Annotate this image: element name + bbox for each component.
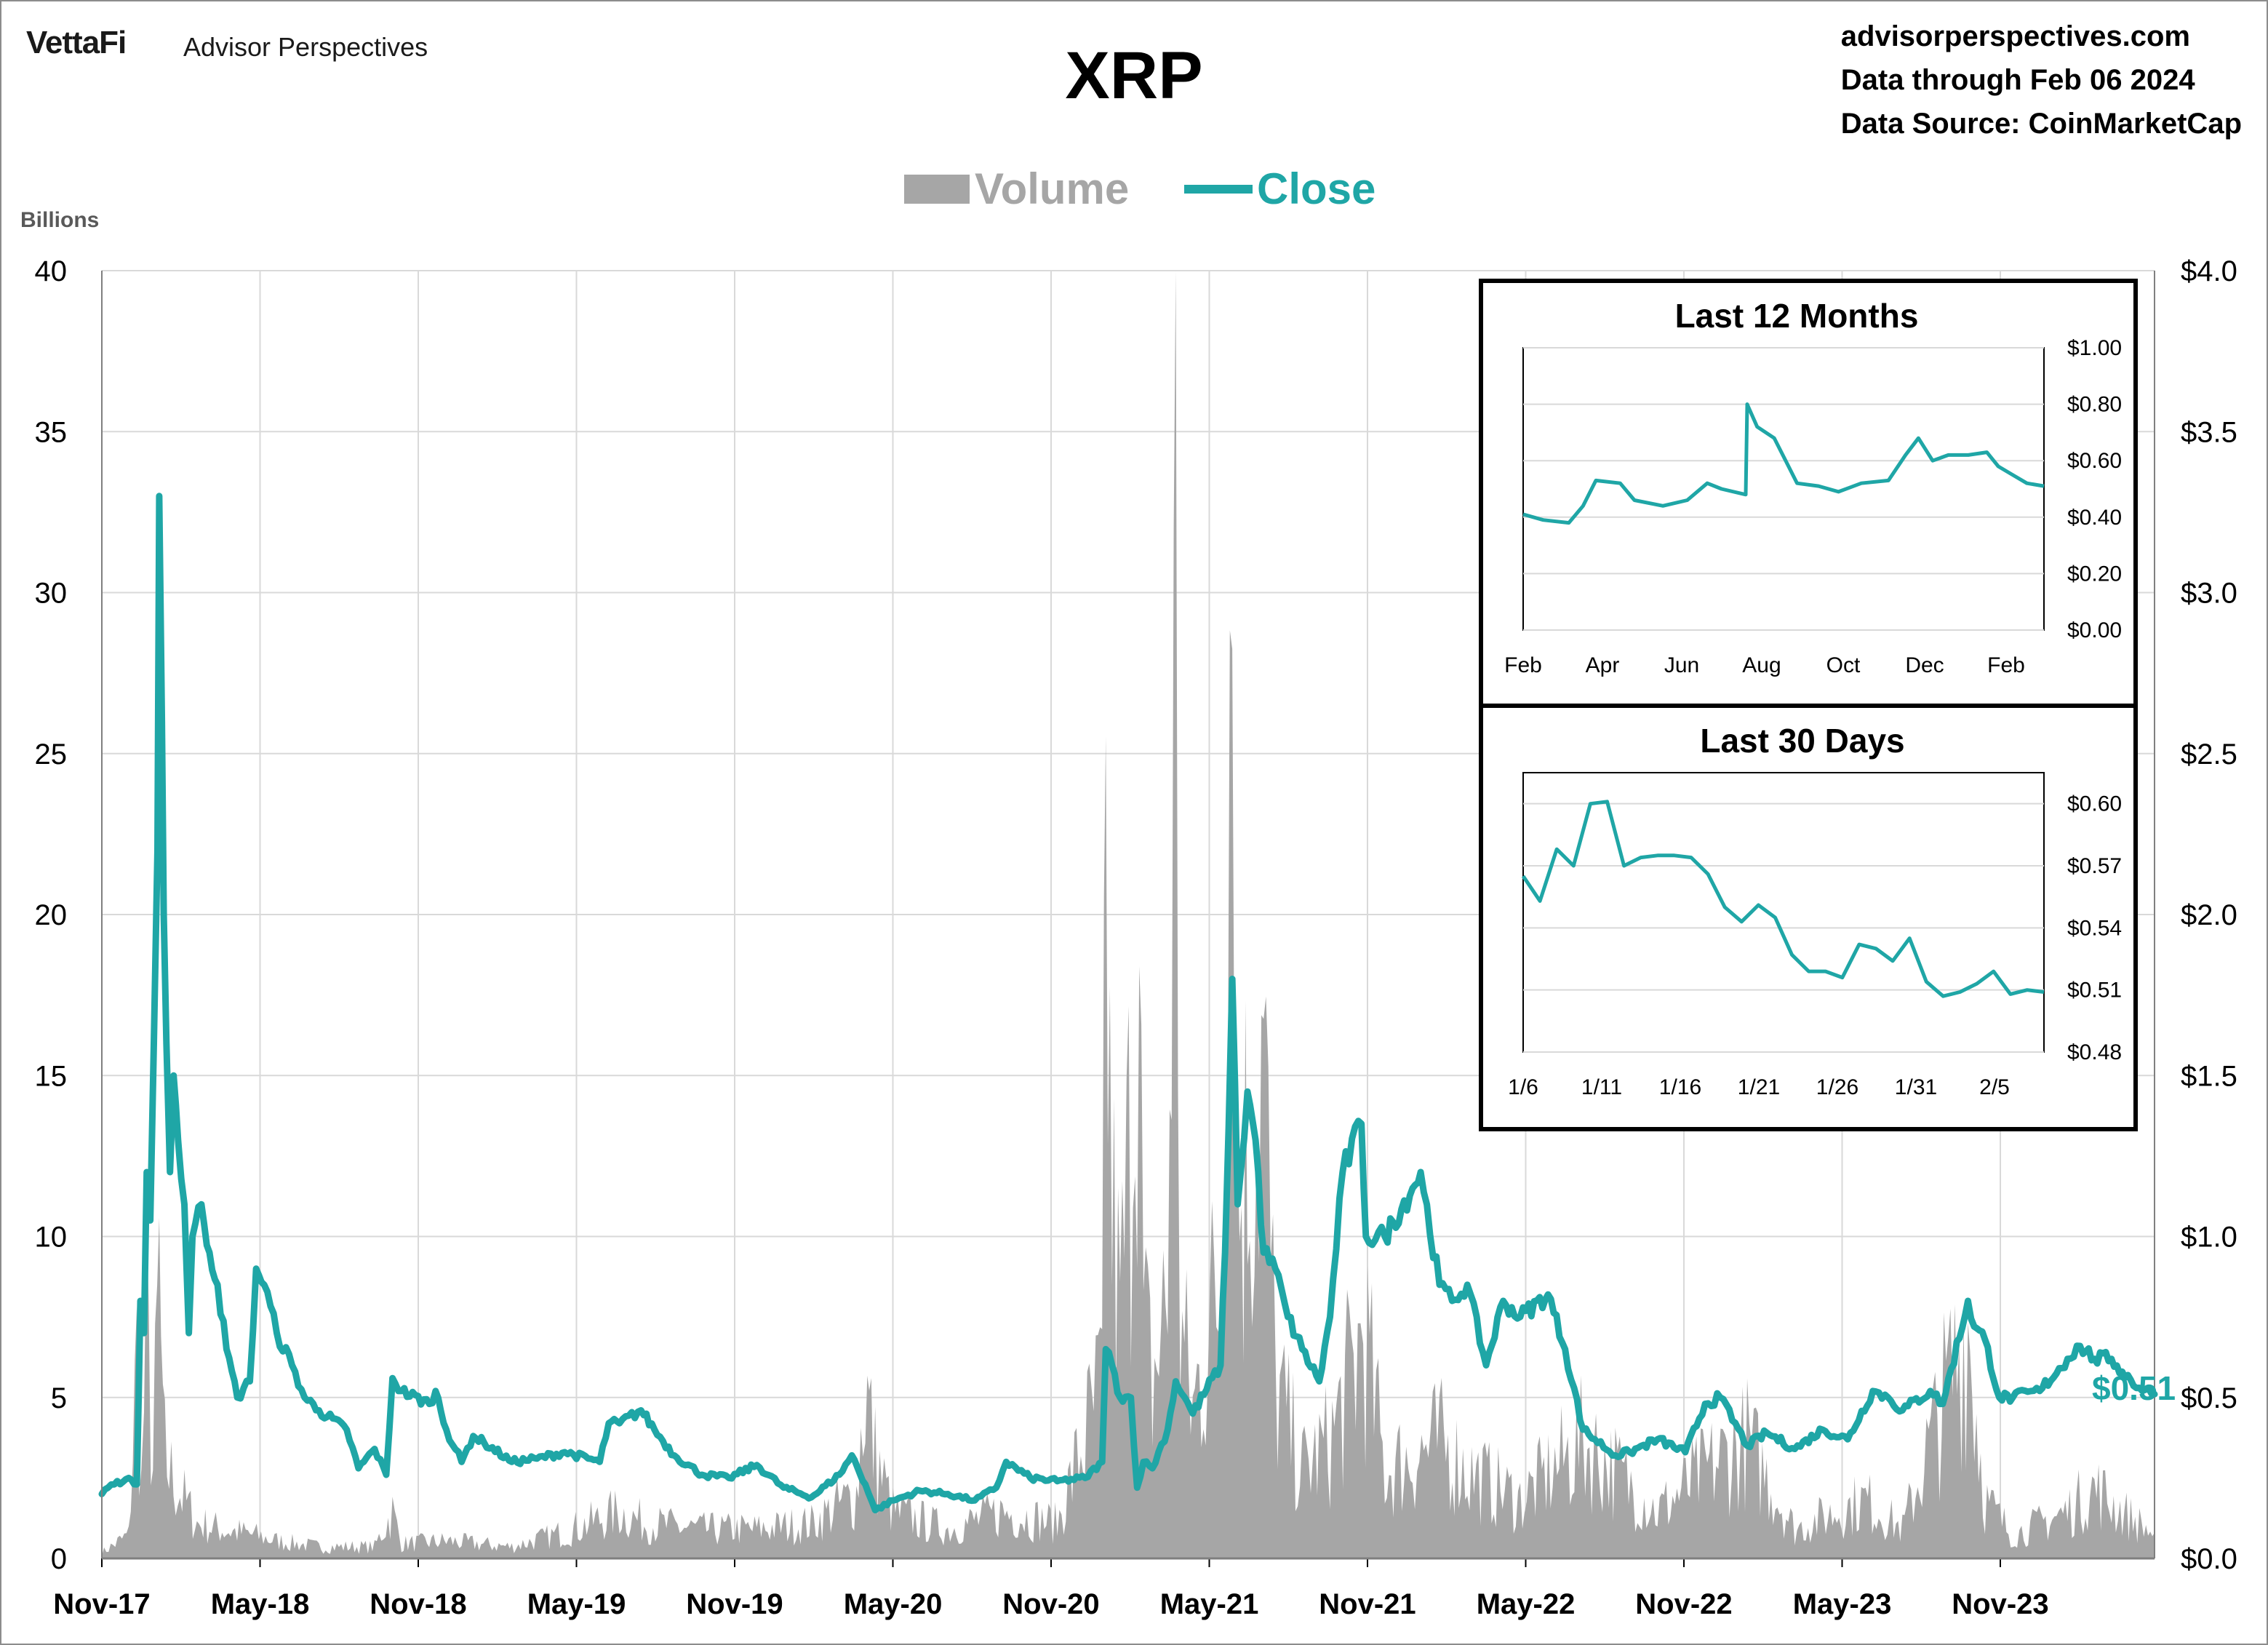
volume-series	[102, 271, 2155, 1558]
inset-x-tick-label: Dec	[1905, 653, 1944, 677]
inset-y-tick-label: $0.48	[2067, 1040, 2122, 1064]
inset-30d-title: Last 30 Days	[1700, 722, 1904, 760]
x-tick-label: Nov-17	[53, 1588, 150, 1620]
source-line-date: Data through Feb 06 2024	[1840, 64, 2195, 96]
y-right-tick-label: $3.5	[2181, 416, 2237, 448]
inset-y-tick-label: $0.60	[2067, 792, 2122, 816]
y-right-tick-label: $3.0	[2181, 578, 2237, 610]
inset-12m-plot: $0.00 $0.20 $0.40 $0.60 $0.80 $1.00 Feb Apr Jun A…	[1504, 336, 2122, 677]
legend: Volume Close	[904, 164, 1375, 213]
last-value-label: $0.51	[2092, 1369, 2176, 1407]
inset-x-tick-label: Apr	[1586, 653, 1620, 677]
inset-12m-box	[1479, 279, 2138, 708]
inset-y-tick-label: $0.00	[2067, 618, 2122, 642]
x-tick-label: May-20	[844, 1588, 943, 1620]
x-tick-label: Nov-21	[1319, 1588, 1415, 1620]
x-tick-label: Nov-23	[1952, 1588, 2048, 1620]
y-left-tick-label: 15	[35, 1060, 68, 1092]
inset-x-tick-label: 1/31	[1895, 1075, 1937, 1099]
inset-x-tick-label: 2/5	[1979, 1075, 2010, 1099]
inset-y-tick-label: $0.51	[2067, 979, 2122, 1003]
x-tick-label: May-18	[211, 1588, 310, 1620]
y-left-unit-label: Billions	[20, 208, 99, 232]
chart-title: XRP	[1065, 39, 1203, 113]
x-tick-label: May-23	[1793, 1588, 1892, 1620]
y-left-tick-label: 30	[35, 578, 68, 610]
inset-close-line	[1521, 800, 2045, 998]
inset-12m-title: Last 12 Months	[1675, 297, 1919, 335]
inset-x-tick-label: 1/6	[1508, 1075, 1538, 1099]
inset-x-tick-label: Feb	[1504, 653, 1542, 677]
legend-volume-label: Volume	[975, 164, 1129, 213]
legend-volume-swatch	[904, 175, 970, 204]
inset-x-tick-label: Feb	[1987, 653, 2025, 677]
inset-x-tick-label: Oct	[1826, 653, 1861, 677]
inset-x-tick-label: 1/21	[1738, 1075, 1780, 1099]
legend-close-label: Close	[1257, 164, 1375, 213]
volume-area	[102, 271, 2155, 1558]
x-tick-label: Nov-18	[370, 1588, 466, 1620]
x-tick-label: May-19	[527, 1588, 626, 1620]
inset-y-tick-label: $0.60	[2067, 449, 2122, 473]
inset-y-tick-label: $0.54	[2067, 916, 2122, 940]
inset-30d-box	[1479, 704, 2138, 1131]
vettafi-logo: VettaFi	[26, 25, 127, 60]
inset-close-line	[1522, 402, 2045, 525]
inset-y-tick-label: $0.80	[2067, 393, 2122, 417]
source-line-provider: Data Source: CoinMarketCap	[1840, 108, 2242, 140]
y-left-tick-label: 25	[35, 738, 68, 770]
inset-x-tick-label: 1/26	[1816, 1075, 1858, 1099]
source-block: advisorperspectives.com Data through Feb…	[1841, 15, 2242, 146]
main-axes: 0 $0.0 5 $0.5 10 $1.0 15 $1.5 20 $2.0 25 $2.5 30 $3.0…	[35, 255, 2237, 1620]
y-left-tick-label: 35	[35, 416, 68, 448]
y-left-tick-label: 10	[35, 1222, 68, 1254]
close-line	[98, 493, 2158, 1514]
x-tick-label: May-21	[1160, 1588, 1259, 1620]
inset-y-tick-label: $0.40	[2067, 506, 2122, 530]
inset-x-tick-label: Aug	[1742, 653, 1781, 677]
inset-x-tick-label: 1/11	[1581, 1075, 1622, 1099]
y-right-tick-label: $1.0	[2181, 1222, 2237, 1254]
x-tick-label: May-22	[1477, 1588, 1576, 1620]
y-right-tick-label: $4.0	[2181, 255, 2237, 287]
y-right-tick-label: $1.5	[2181, 1060, 2237, 1092]
inset-y-tick-label: $0.57	[2067, 854, 2122, 878]
y-right-tick-label: $0.0	[2181, 1543, 2237, 1575]
x-tick-label: Nov-19	[686, 1588, 783, 1620]
inset-x-tick-label: 1/16	[1659, 1075, 1701, 1099]
inset-y-tick-label: $0.20	[2067, 562, 2122, 586]
x-tick-label: Nov-20	[1002, 1588, 1099, 1620]
y-left-tick-label: 40	[35, 255, 68, 287]
inset-30d-plot: $0.48 $0.51 $0.54 $0.57 $0.60 1/6 1/11 1/16 1/21…	[1508, 772, 2122, 1099]
source-line-site: advisorperspectives.com	[1840, 20, 2190, 52]
brand-subtitle: Advisor Perspectives	[183, 32, 428, 62]
y-right-tick-label: $2.5	[2181, 738, 2237, 770]
close-series	[98, 493, 2158, 1514]
y-right-tick-label: $2.0	[2181, 899, 2237, 931]
inset-x-tick-label: Jun	[1664, 653, 1699, 677]
y-left-tick-label: 0	[51, 1543, 67, 1575]
y-left-tick-label: 5	[51, 1382, 67, 1414]
y-left-tick-label: 20	[35, 899, 68, 931]
inset-y-tick-label: $1.00	[2067, 336, 2122, 360]
y-right-tick-label: $0.5	[2181, 1382, 2237, 1414]
x-tick-label: Nov-22	[1635, 1588, 1732, 1620]
